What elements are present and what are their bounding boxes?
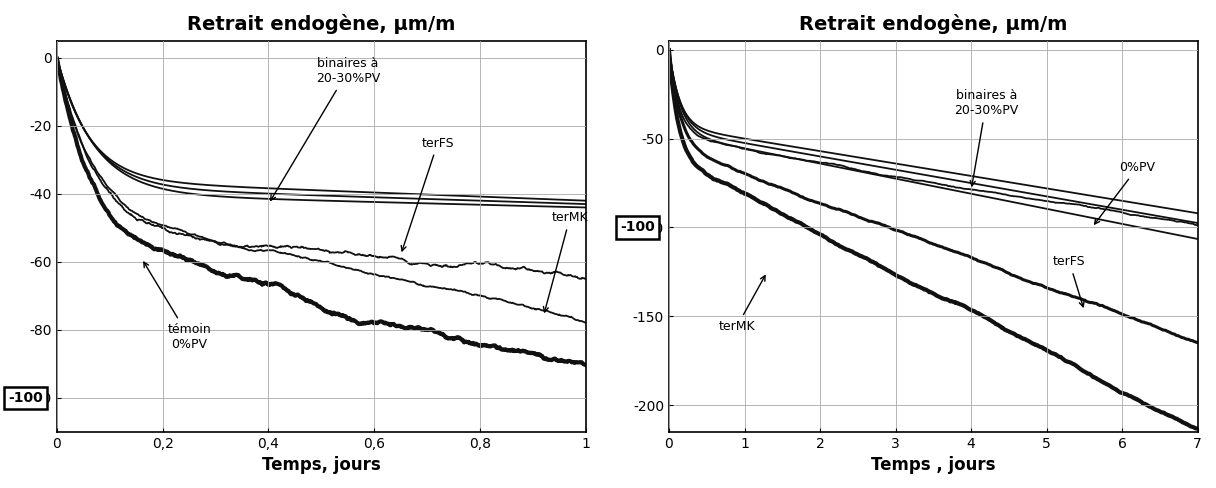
Text: terFS: terFS bbox=[1053, 255, 1086, 307]
Text: témoin
0%PV: témoin 0%PV bbox=[143, 262, 212, 351]
Text: terFS: terFS bbox=[401, 137, 454, 251]
Title: Retrait endogène, μm/m: Retrait endogène, μm/m bbox=[799, 14, 1068, 34]
Text: 0%PV: 0%PV bbox=[1094, 161, 1155, 224]
X-axis label: Temps , jours: Temps , jours bbox=[871, 456, 996, 474]
Title: Retrait endogène, μm/m: Retrait endogène, μm/m bbox=[187, 14, 456, 34]
X-axis label: Temps, jours: Temps, jours bbox=[261, 456, 381, 474]
Text: binaires à
20-30%PV: binaires à 20-30%PV bbox=[955, 89, 1018, 186]
Text: -100: -100 bbox=[620, 221, 654, 234]
Text: terMK: terMK bbox=[544, 211, 589, 312]
Text: terMK: terMK bbox=[719, 276, 765, 333]
Text: -100: -100 bbox=[7, 391, 43, 405]
Text: binaires à
20-30%PV: binaires à 20-30%PV bbox=[271, 57, 379, 201]
